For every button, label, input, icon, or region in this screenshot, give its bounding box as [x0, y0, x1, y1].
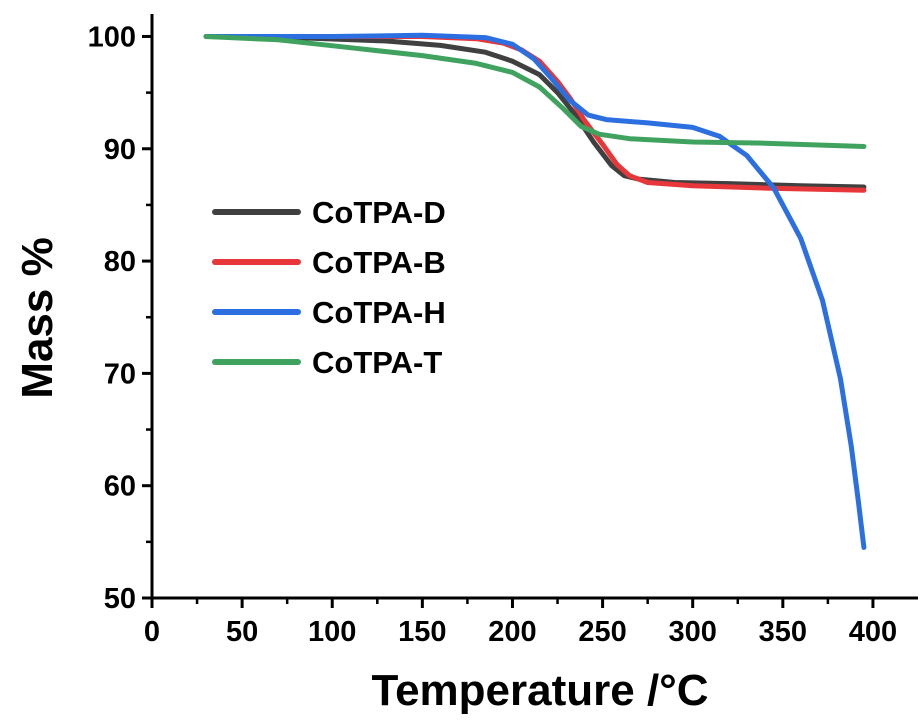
x-tick-label: 100 [308, 616, 356, 648]
series-line-cotpa-t [203, 34, 867, 149]
x-axis-title: Temperature /°C [371, 666, 708, 715]
y-tick-label: 80 [104, 246, 136, 278]
y-tick-label: 60 [104, 471, 136, 503]
legend-label-cotpa-b: CoTPA-B [312, 245, 446, 280]
x-tick-label: 350 [759, 616, 807, 648]
legend-label-cotpa-t: CoTPA-T [312, 345, 442, 380]
y-axis-title: Mass % [13, 237, 62, 398]
series-line-cotpa-d [203, 34, 867, 190]
y-tick-label: 70 [104, 358, 136, 390]
y-tick-label: 100 [88, 21, 136, 53]
x-tick-label: 400 [849, 616, 897, 648]
x-tick-label: 200 [488, 616, 536, 648]
legend-label-cotpa-h: CoTPA-H [312, 295, 446, 330]
series-line-cotpa-h [203, 32, 867, 550]
x-tick-label: 300 [669, 616, 717, 648]
x-tick-label: 150 [398, 616, 446, 648]
x-tick-label: 250 [578, 616, 626, 648]
y-tick-label: 50 [104, 583, 136, 615]
axes [150, 14, 918, 600]
y-tick-label: 90 [104, 134, 136, 166]
legend: CoTPA-D CoTPA-B CoTPA-H CoTPA-T [212, 195, 446, 380]
series-layer [203, 32, 867, 550]
legend-label-cotpa-d: CoTPA-D [312, 195, 446, 230]
x-tick-label: 0 [144, 616, 160, 648]
x-tick-label: 50 [226, 616, 258, 648]
